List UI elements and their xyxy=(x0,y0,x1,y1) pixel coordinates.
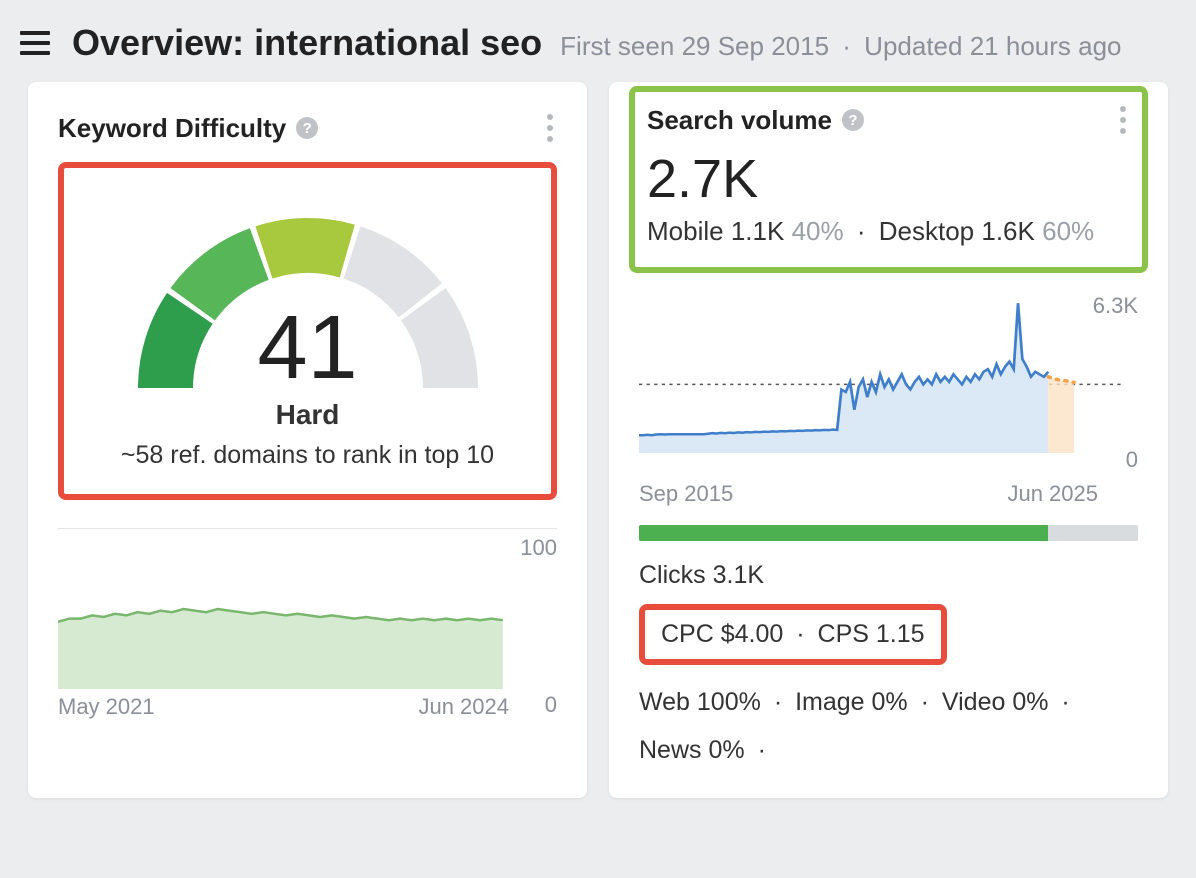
axis-label: 100 xyxy=(520,535,557,561)
sv-breakdown: Mobile 1.1K 40% · Desktop 1.6K 60% xyxy=(647,216,1130,247)
page-meta: First seen 29 Sep 2015 · Updated 21 hour… xyxy=(560,31,1121,62)
axis-label: 0 xyxy=(1126,447,1138,473)
axis-label: Jun 2024 xyxy=(418,694,509,720)
help-icon[interactable]: ? xyxy=(296,117,318,139)
search-distribution: Web 100% · Image 0% · Video 0% · News 0%… xyxy=(639,679,1138,774)
sv-value: 2.7K xyxy=(647,148,1130,210)
axis-label: 6.3K xyxy=(1093,293,1138,319)
kd-highlight: 41 Hard ~58 ref. domains to rank in top … xyxy=(58,162,557,500)
clicks-stat: Clicks 3.1K xyxy=(639,561,1138,590)
page-title: Overview: international seo xyxy=(72,22,542,64)
kebab-icon[interactable] xyxy=(543,110,557,146)
cpc-highlight: CPC $4.00 · CPS 1.15 xyxy=(639,604,947,665)
help-icon[interactable]: ? xyxy=(842,109,864,131)
menu-icon[interactable] xyxy=(20,27,50,59)
search-volume-card: Search volume ? 2.7K Mobile 1.1K 40% · D… xyxy=(609,82,1168,798)
kd-history-chart: 100 0 May 2021 Jun 2024 xyxy=(58,528,557,718)
kd-title: Keyword Difficulty xyxy=(58,113,286,144)
axis-label: 0 xyxy=(545,692,557,718)
keyword-difficulty-card: Keyword Difficulty ? 41 Hard ~58 ref. do… xyxy=(28,82,587,798)
page-header: Overview: international seo First seen 2… xyxy=(0,0,1196,82)
kebab-icon[interactable] xyxy=(1116,102,1130,138)
clicks-bar xyxy=(639,525,1138,541)
sv-history-chart: 6.3K 0 xyxy=(639,293,1138,473)
axis-label: May 2021 xyxy=(58,694,155,720)
kd-gauge xyxy=(118,188,498,428)
sv-title: Search volume xyxy=(647,105,832,136)
sv-highlight: Search volume ? 2.7K Mobile 1.1K 40% · D… xyxy=(629,86,1148,273)
kd-subtext: ~58 ref. domains to rank in top 10 xyxy=(84,441,531,470)
sv-date-range: Sep 2015 Jun 2025 xyxy=(639,481,1138,507)
